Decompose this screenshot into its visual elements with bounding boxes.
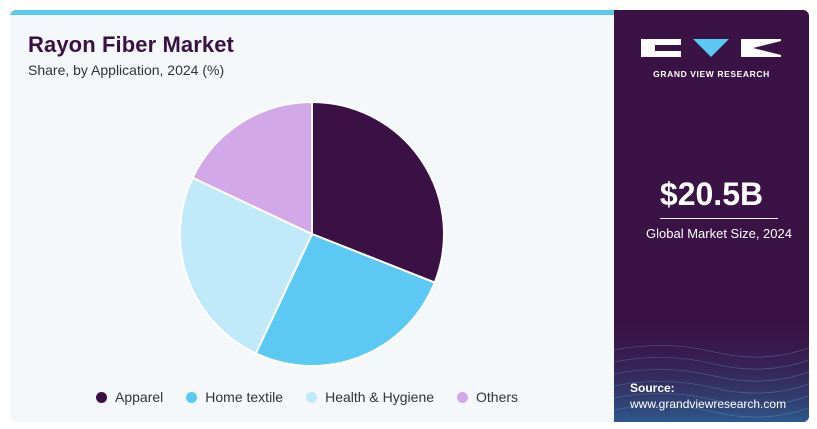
- pie-chart: [179, 100, 445, 367]
- kpi-divider: [660, 218, 778, 219]
- top-accent-bar: [10, 10, 614, 15]
- pie-slice-home-textile: [254, 232, 437, 367]
- grand-view-research-logo: [641, 39, 781, 57]
- chart-subtitle: Share, by Application, 2024 (%): [28, 62, 225, 78]
- source-label: Source:: [630, 381, 675, 395]
- market-size-value: $20.5B: [659, 176, 764, 212]
- source-url[interactable]: www.grandviewresearch.com: [630, 397, 787, 411]
- chart-legend: Apparel Home textile Health & Hygiene Other…: [96, 389, 518, 405]
- legend-item-home-textile: Home textile: [186, 389, 283, 405]
- legend-label: Home textile: [205, 389, 284, 405]
- legend-item-apparel: Apparel: [96, 389, 163, 405]
- legend-swatch-others: [457, 391, 469, 403]
- legend-item-others: Others: [457, 389, 518, 405]
- chart-title: Rayon Fiber Market: [28, 32, 234, 57]
- pie-slice-apparel: [311, 100, 445, 284]
- pie-slice-others: [191, 100, 313, 236]
- legend-label: Apparel: [115, 389, 164, 405]
- legend-swatch-health-hygiene: [306, 391, 318, 403]
- legend-swatch-home-textile: [186, 391, 198, 403]
- legend-item-health-hygiene: Health & Hygiene: [306, 389, 434, 405]
- summary-sidebar: GRAND VIEW RESEARCH $20.5B Global Market…: [614, 10, 809, 422]
- market-size-label: Global Market Size, 2024: [646, 226, 792, 241]
- legend-label: Others: [476, 389, 519, 405]
- pie-slice-health-hygiene: [179, 176, 314, 355]
- chart-panel: Rayon Fiber Market Share, by Application…: [10, 10, 614, 422]
- legend-swatch-apparel: [96, 391, 107, 403]
- wave-pattern-decoration: [614, 310, 809, 422]
- legend-label: Health & Hygiene: [325, 389, 435, 405]
- brand-name: GRAND VIEW RESEARCH: [653, 69, 770, 79]
- infographic-card: Rayon Fiber Market Share, by Application…: [10, 10, 809, 422]
